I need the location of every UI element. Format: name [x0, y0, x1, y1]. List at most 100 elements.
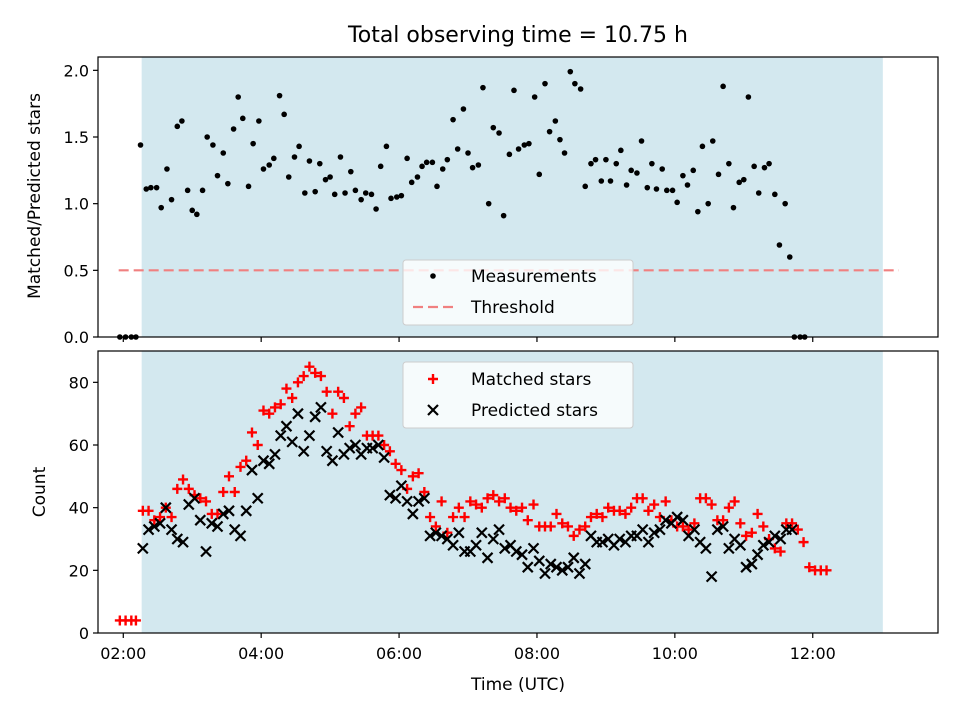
bottom-x-tick-label-4: 10:00: [652, 644, 698, 663]
bottom-plus-point-0-62: [471, 499, 482, 510]
bottom-plus-point-0-63: [476, 502, 487, 513]
bottom-plus-point-0-7: [155, 512, 166, 523]
bottom-x-point-1-96: [688, 523, 701, 536]
bottom-plus-point-0-54: [425, 512, 436, 523]
top-y-axis-label: Matched/Predicted stars: [25, 93, 45, 299]
bottom-x-point-1-110: [769, 530, 781, 542]
top-dot-point-0-20: [220, 150, 227, 156]
bottom-plus-point-0-45: [373, 430, 384, 441]
chart-title: Total observing time = 10.75 h: [347, 23, 688, 48]
bottom-y-axis-label: Count: [30, 466, 50, 517]
top-dot-point-0-76: [506, 151, 513, 158]
bottom-x-point-1-74: [562, 561, 574, 573]
bottom-x-point-1-18: [240, 505, 253, 517]
bottom-x-point-1-70: [539, 567, 551, 580]
bottom-plus-point-0-5: [143, 505, 154, 516]
top-dot-point-0-83: [542, 80, 548, 87]
bottom-plus-point-0-115: [775, 546, 786, 557]
bottom-plus-point-0-98: [677, 521, 688, 532]
bottom-x-point-1-41: [372, 439, 385, 451]
bottom-plus-point-0-85: [603, 502, 614, 513]
bottom-x-point-1-113: [786, 523, 798, 536]
bottom-x-point-1-67: [521, 561, 534, 573]
top-dot-point-0-116: [709, 138, 716, 144]
top-dot-point-0-21: [225, 180, 231, 187]
bottom-x-point-1-102: [723, 542, 735, 555]
bottom-plus-point-0-68: [505, 502, 516, 513]
top-dot-point-0-120: [730, 204, 737, 211]
bottom-x-point-1-1: [142, 523, 155, 536]
top-dot-point-0-73: [490, 124, 497, 131]
bottom-x-point-1-69: [533, 555, 546, 567]
top-dot-point-0-10: [168, 196, 175, 203]
bottom-plus-point-0-22: [241, 455, 252, 466]
top-dot-point-0-100: [628, 167, 634, 174]
bottom-x-point-1-101: [717, 520, 729, 533]
bottom-plus-point-0-18: [218, 487, 229, 497]
top-legend-label-measurements: Measurements: [471, 267, 597, 287]
top-dot-point-0-18: [210, 142, 216, 148]
bottom-plus-point-0-93: [649, 499, 660, 510]
bottom-x-tick-label-0: 02:00: [100, 644, 146, 663]
top-dot-point-0-65: [450, 116, 456, 123]
bottom-plus-point-0-38: [333, 386, 344, 397]
top-dot-point-0-98: [618, 147, 624, 154]
bottom-x-point-1-46: [401, 495, 413, 508]
bottom-x-point-1-91: [659, 514, 672, 526]
top-dot-point-0-77: [511, 87, 517, 94]
bottom-x-point-1-51: [430, 526, 442, 539]
bottom-y-tick-label-1: 20: [69, 561, 89, 580]
top-dot-point-0-99: [623, 182, 630, 188]
bottom-plus-point-0-35: [315, 371, 326, 382]
bottom-plus-point-0-61: [465, 496, 476, 507]
top-dot-point-0-123: [745, 94, 752, 100]
top-y-tick-label-2: 1.0: [64, 195, 89, 214]
bottom-legend: Matched stars Predicted stars: [402, 361, 634, 429]
top-dot-point-0-40: [322, 176, 329, 183]
top-dot-point-0-82: [536, 171, 543, 178]
top-dot-point-0-69: [469, 164, 476, 171]
bottom-axes-frame: [97, 350, 939, 634]
top-dot-point-0-103: [644, 184, 651, 191]
bottom-plus-point-0-56: [436, 496, 447, 507]
bottom-plus-point-0-59: [453, 502, 464, 513]
top-dot-point-0-9: [164, 166, 170, 172]
bottom-x-point-1-80: [596, 536, 609, 548]
top-plot-area: 0.0 0.5 1.0 1.5 2.0 Measurements Threshold: [64, 56, 939, 347]
bottom-plus-point-0-60: [459, 512, 470, 523]
bottom-x-point-1-22: [263, 458, 275, 470]
bottom-x-point-1-65: [510, 545, 523, 558]
top-dot-point-0-37: [306, 158, 313, 164]
bottom-plus-point-0-23: [246, 427, 257, 438]
bottom-plus-point-0-37: [327, 408, 338, 419]
top-dot-point-0-6: [148, 184, 154, 191]
top-dot-point-0-96: [607, 178, 614, 184]
top-dot-point-0-42: [331, 191, 338, 198]
top-dot-point-0-128: [772, 191, 778, 198]
bottom-plus-point-0-88: [620, 508, 631, 519]
top-dot-point-0-86: [557, 136, 563, 143]
top-dot-point-0-81: [531, 94, 538, 100]
bottom-plus-point-0-100: [689, 518, 700, 529]
top-dot-point-0-95: [603, 156, 609, 163]
bottom-plus-point-0-17: [212, 508, 223, 519]
bottom-x-point-1-83: [613, 533, 626, 545]
top-dot-point-0-71: [480, 84, 486, 91]
top-dot-point-0-101: [634, 170, 640, 176]
top-legend-label-threshold: Threshold: [470, 298, 555, 318]
bottom-x-tick-label-1: 04:00: [238, 644, 284, 663]
top-dot-point-0-109: [674, 199, 680, 206]
bottom-x-point-1-68: [527, 542, 540, 555]
top-axes-frame: [97, 56, 939, 338]
top-dot-point-0-129: [776, 242, 783, 248]
bottom-plus-point-0-53: [419, 487, 430, 497]
bottom-plus-point-0-83: [591, 508, 602, 519]
bottom-x-point-1-21: [257, 454, 270, 467]
top-dot-point-0-93: [592, 156, 599, 163]
bottom-legend-box: [402, 361, 634, 429]
top-dot-point-0-84: [546, 128, 553, 135]
top-dot-point-0-130: [782, 200, 788, 207]
bottom-plus-point-0-41: [350, 408, 361, 419]
bottom-x-point-1-0: [137, 542, 149, 555]
bottom-plus-point-0-36: [321, 386, 332, 397]
